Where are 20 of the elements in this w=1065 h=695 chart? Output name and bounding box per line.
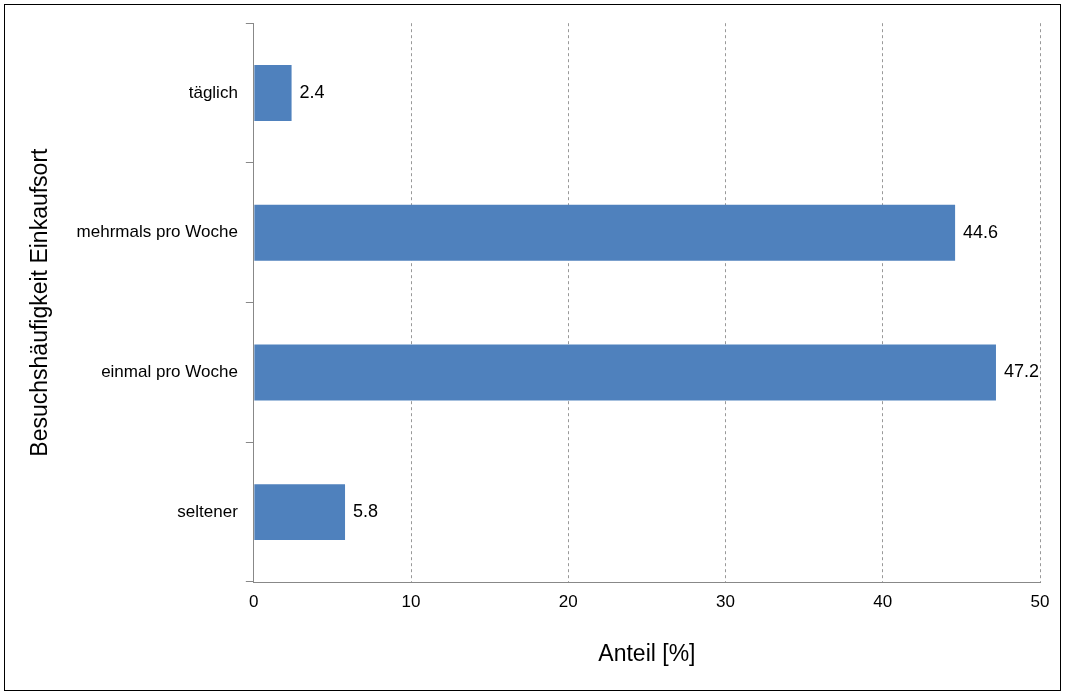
x-tick-label: 10: [401, 591, 421, 611]
x-tick-label: 20: [558, 591, 578, 611]
bar: [254, 344, 996, 401]
y-tick-label: seltener: [177, 501, 239, 521]
x-tick-label: 50: [1030, 591, 1050, 611]
data-label: 5.8: [353, 501, 379, 522]
x-axis-title: Anteil [%]: [598, 639, 696, 666]
bar: [254, 65, 292, 121]
bar: [254, 204, 956, 261]
bar: [254, 484, 346, 541]
x-tick-label: 30: [716, 591, 735, 611]
x-tick-label: 40: [873, 591, 893, 611]
y-tick-label: mehrmals pro Woche: [76, 222, 238, 242]
y-tick-label: täglich: [188, 82, 238, 102]
y-axis-title: Besuchshäufigkeit Einkaufsort: [26, 147, 53, 457]
y-tick-label: einmal pro Woche: [101, 362, 238, 382]
x-tick-label: 0: [249, 591, 259, 611]
data-label: 47.2: [1003, 361, 1040, 382]
data-label: 2.4: [299, 82, 325, 103]
data-label: 44.6: [963, 221, 999, 242]
